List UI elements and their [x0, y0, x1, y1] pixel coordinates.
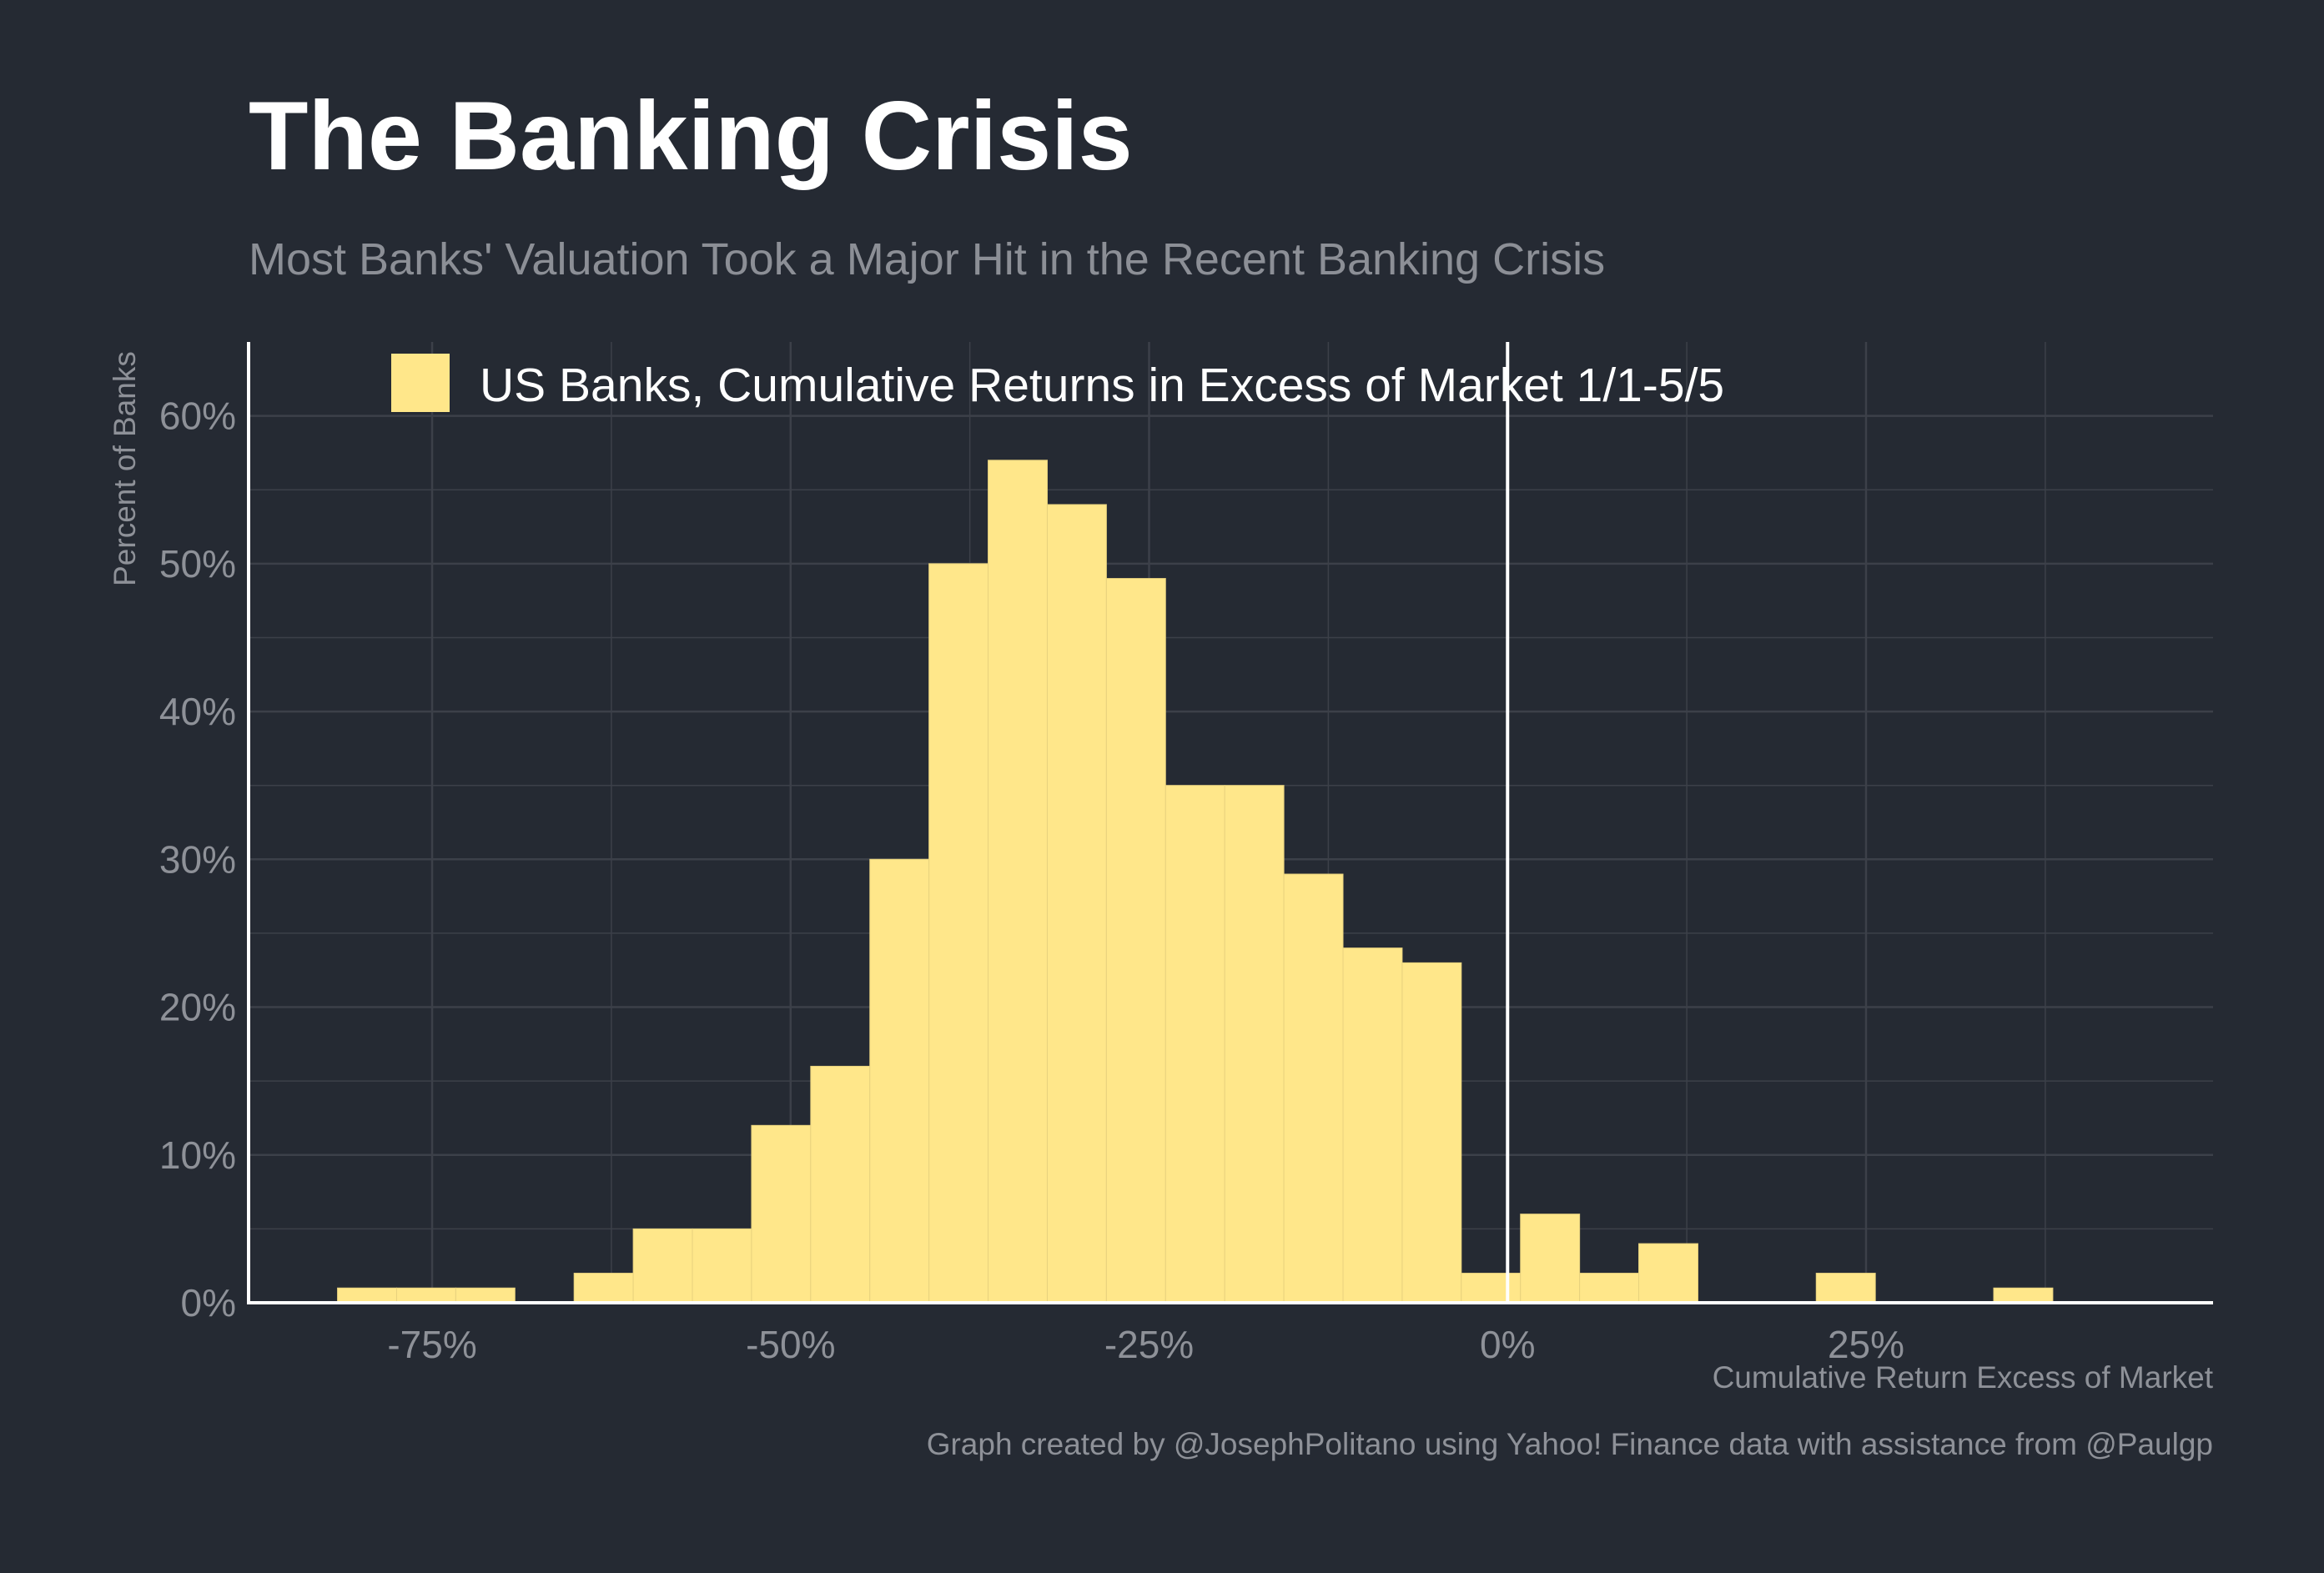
histogram-bar	[810, 1065, 871, 1304]
histogram-bar	[455, 1287, 516, 1304]
histogram-bar	[1579, 1273, 1640, 1304]
histogram-bar	[1638, 1243, 1698, 1304]
histogram-bar	[869, 858, 930, 1304]
x-tick-label: 0%	[1480, 1323, 1535, 1366]
histogram-bar	[988, 460, 1048, 1304]
histogram-bar	[1815, 1273, 1876, 1304]
legend: US Banks, Cumulative Returns in Excess o…	[391, 354, 1724, 412]
y-tick-label: 10%	[159, 1133, 236, 1177]
histogram-bar	[1224, 785, 1285, 1304]
y-tick-label: 40%	[159, 690, 236, 733]
histogram-bar	[692, 1228, 752, 1304]
source-caption: Graph created by @JosephPolitano using Y…	[927, 1427, 2213, 1461]
x-tick-label: -75%	[387, 1323, 476, 1366]
legend-swatch	[391, 354, 450, 412]
x-tick-label: 25%	[1828, 1323, 1904, 1366]
histogram-bar	[751, 1124, 812, 1304]
histogram-bar	[928, 563, 989, 1304]
x-tick-label: -50%	[746, 1323, 835, 1366]
histogram-bar	[1342, 947, 1403, 1304]
x-tick-label: -25%	[1104, 1323, 1194, 1366]
y-tick-label: 50%	[159, 542, 236, 585]
histogram-bar	[632, 1228, 693, 1304]
x-axis-title: Cumulative Return Excess of Market	[1713, 1360, 2214, 1395]
y-tick-label: 60%	[159, 395, 236, 438]
page-title: The Banking Crisis	[249, 81, 1133, 190]
histogram-bar	[395, 1287, 456, 1304]
histogram-bar	[573, 1273, 634, 1304]
histogram-bar	[1401, 962, 1462, 1304]
ticks-layer: 0% 10% 20% 30% 40% 50% 60% -75% -50% -25% 0% 25%	[159, 395, 1904, 1366]
histogram-bar	[1105, 578, 1166, 1304]
histogram-bar	[1283, 873, 1344, 1304]
legend-label: US Banks, Cumulative Returns in Excess o…	[480, 359, 1724, 412]
y-tick-label: 30%	[159, 837, 236, 881]
y-axis-title: Percent of Banks	[108, 351, 142, 586]
y-tick-label: 20%	[159, 986, 236, 1029]
histogram-bar	[1165, 785, 1225, 1304]
y-tick-label: 0%	[181, 1281, 236, 1324]
histogram-bar	[337, 1287, 397, 1304]
histogram-bar	[1461, 1273, 1522, 1304]
page-subtitle: Most Banks' Valuation Took a Major Hit i…	[249, 234, 1606, 284]
histogram-bar	[1520, 1214, 1581, 1304]
histogram-bar	[1993, 1287, 2054, 1304]
histogram-bar	[1046, 504, 1107, 1304]
bars-layer	[337, 460, 2054, 1304]
